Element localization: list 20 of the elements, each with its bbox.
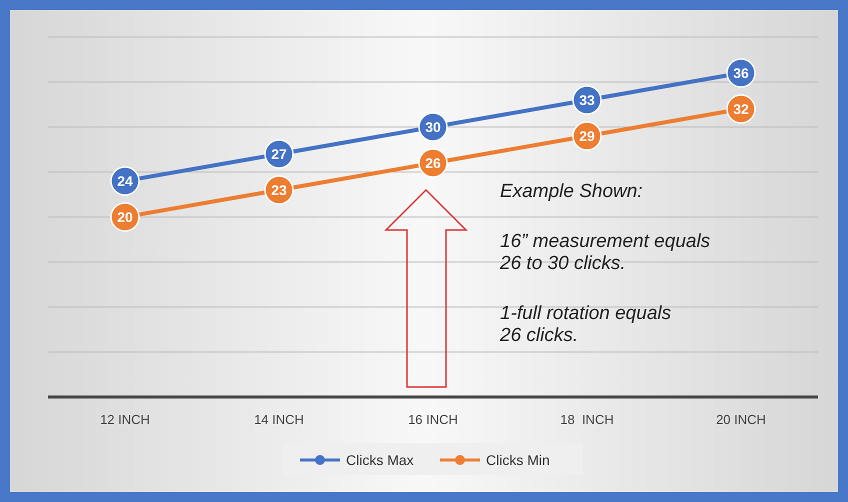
data-label: 27 <box>271 146 287 162</box>
x-tick-label: 20 INCH <box>716 412 766 427</box>
legend-label: Clicks Min <box>486 452 550 468</box>
x-tick-label: 14 INCH <box>254 412 304 427</box>
annotation: Example Shown: <box>500 181 643 202</box>
data-label: 32 <box>733 101 749 117</box>
x-tick-label: 18 INCH <box>560 412 614 427</box>
data-label: 36 <box>733 65 749 81</box>
annotation: 16” measurement equals 26 to 30 clicks. <box>499 231 711 274</box>
data-label: 33 <box>579 92 595 108</box>
data-label: 20 <box>117 209 133 225</box>
annotation: 1-full rotation equals 26 clicks. <box>499 303 672 346</box>
data-label: 30 <box>425 119 441 135</box>
data-label: 23 <box>271 182 287 198</box>
data-label: 26 <box>425 155 441 171</box>
data-label: 24 <box>117 173 133 189</box>
x-tick-label: 12 INCH <box>100 412 150 427</box>
x-tick-label: 16 INCH <box>408 412 458 427</box>
data-label: 29 <box>579 128 595 144</box>
legend-label: Clicks Max <box>346 452 414 468</box>
